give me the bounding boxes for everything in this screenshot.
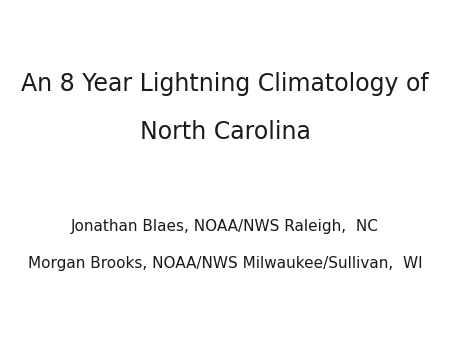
Text: Morgan Brooks, NOAA/NWS Milwaukee/Sullivan,  WI: Morgan Brooks, NOAA/NWS Milwaukee/Sulliv… [28,256,422,271]
Text: North Carolina: North Carolina [140,120,310,144]
Text: Jonathan Blaes, NOAA/NWS Raleigh,  NC: Jonathan Blaes, NOAA/NWS Raleigh, NC [71,219,379,234]
Text: An 8 Year Lightning Climatology of: An 8 Year Lightning Climatology of [21,72,429,97]
